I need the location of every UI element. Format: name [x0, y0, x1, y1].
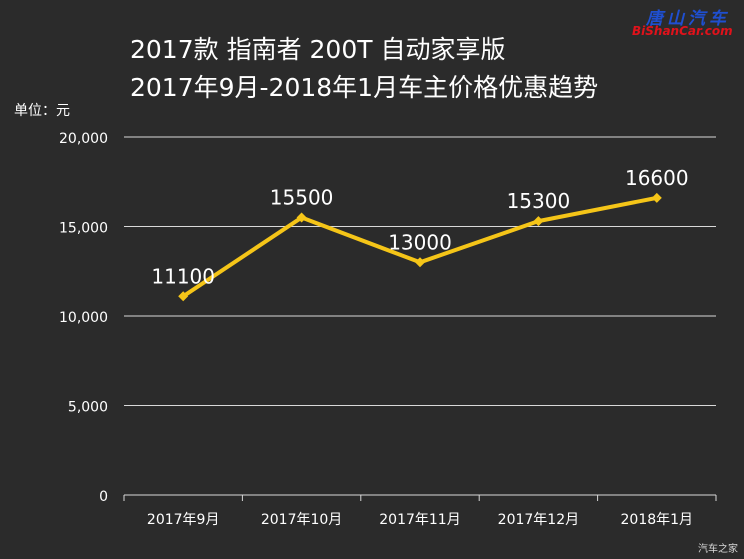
data-label: 15300 [507, 189, 571, 213]
data-point [651, 192, 662, 203]
x-tick-label: 2017年9月 [147, 512, 220, 528]
y-axis-unit-label: 单位：元 [14, 103, 70, 119]
y-tick-label: 15,000 [59, 221, 108, 237]
data-point [296, 212, 307, 223]
watermark-site-url: BiShanCar.com [632, 24, 733, 38]
x-tick-label: 2018年1月 [621, 512, 694, 528]
y-tick-label: 5,000 [68, 400, 108, 416]
x-tick-label: 2017年12月 [498, 512, 579, 528]
watermark-site-name: 唐山汽车 [646, 9, 730, 29]
data-label: 13000 [388, 230, 452, 254]
data-label: 16600 [625, 166, 689, 190]
y-tick-label: 0 [99, 489, 108, 505]
y-tick-label: 10,000 [59, 310, 108, 326]
data-point [415, 257, 425, 268]
data-point [533, 216, 544, 227]
watermark-corner: 汽车之家 [698, 544, 738, 555]
x-tick-label: 2017年10月 [261, 512, 342, 528]
chart-title: 2017款 指南者 200T 自动家享版 [130, 35, 506, 64]
data-point [178, 291, 189, 302]
data-label: 15500 [270, 186, 334, 210]
chart-subtitle: 2017年9月-2018年1月车主价格优惠趋势 [130, 73, 599, 102]
x-tick-label: 2017年11月 [379, 512, 460, 528]
data-label: 11100 [151, 264, 215, 288]
y-tick-label: 20,000 [59, 131, 108, 147]
